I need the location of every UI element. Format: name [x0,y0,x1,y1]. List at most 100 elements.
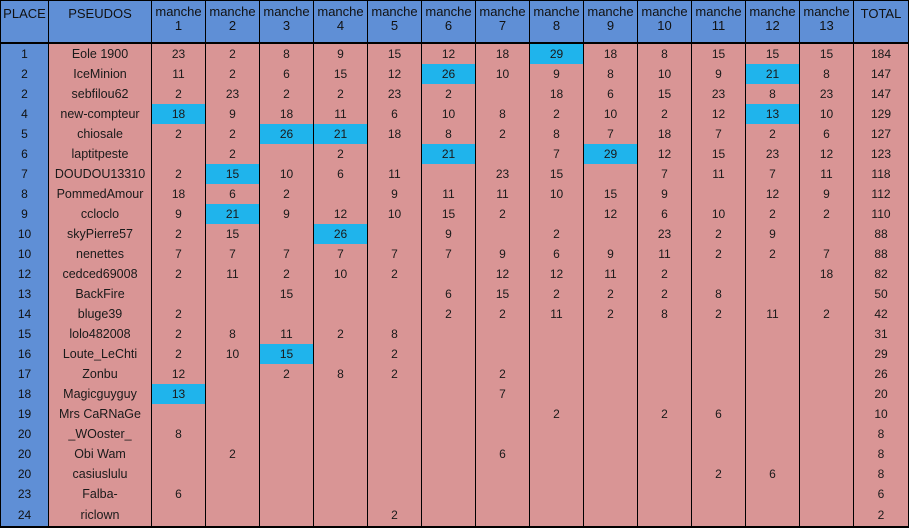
score-cell: 10 [314,264,367,284]
score-cell: 15 [584,184,637,204]
score-cell [584,464,637,484]
score-cell: 21 [314,124,367,144]
header-manche-label: manche [749,4,796,19]
total-cell: 184 [854,44,908,64]
score-cell: 23 [800,84,853,104]
total-cell: 82 [854,264,908,284]
pseudo-cell: Zonbu [49,364,151,384]
total-cell: 8 [854,464,908,484]
place-cell: 4 [1,104,48,124]
score-cell [314,424,367,444]
score-cell: 6 [260,64,313,84]
header-manche-number: 10 [657,18,672,33]
header-manche-number: 12 [765,18,780,33]
score-cell: 11 [746,304,799,324]
header-manche-10: manche 10 [638,1,691,42]
score-cell: 13 [152,384,205,404]
score-cell: 11 [152,64,205,84]
header-manche-number: 13 [819,18,834,33]
score-cell: 9 [584,244,637,264]
score-cell: 23 [152,44,205,64]
score-cell [584,344,637,364]
score-cell: 7 [152,244,205,264]
score-cell [530,444,583,464]
header-manche-label: manche [533,4,580,19]
score-cell: 2 [368,504,421,526]
score-cell: 11 [314,104,367,124]
score-cell [746,384,799,404]
score-cell [314,464,367,484]
score-cell: 12 [422,44,475,64]
score-cell [692,184,745,204]
score-cell: 23 [476,164,529,184]
total-cell: 20 [854,384,908,404]
header-manche-2: manche 2 [206,1,259,42]
score-cell: 7 [260,244,313,264]
score-cell: 18 [638,124,691,144]
pseudo-cell: chiosale [49,124,151,144]
score-cell [206,424,259,444]
score-cell: 8 [800,64,853,84]
score-cell: 15 [314,64,367,84]
score-cell: 8 [314,364,367,384]
score-cell: 15 [368,44,421,64]
score-cell [206,384,259,404]
score-cell: 18 [152,104,205,124]
score-cell: 11 [206,264,259,284]
score-cell: 7 [314,244,367,264]
score-cell [476,404,529,424]
score-cell [584,444,637,464]
header-manche-1: manche 1 [152,1,205,42]
score-cell: 2 [152,124,205,144]
score-cell [260,484,313,504]
score-cell: 21 [422,144,475,164]
header-manche-4: manche 4 [314,1,367,42]
score-cell [692,364,745,384]
score-cell [476,224,529,244]
score-cell: 6 [368,104,421,124]
score-cell: 6 [800,124,853,144]
score-cell [746,284,799,304]
pseudo-cell: laptitpeste [49,144,151,164]
score-cell [746,404,799,424]
header-manche-label: manche [317,4,364,19]
score-cell [476,84,529,104]
score-cell [314,444,367,464]
score-cell [422,464,475,484]
place-cell: 7 [1,164,48,184]
total-cell: 123 [854,144,908,164]
score-cell: 2 [152,84,205,104]
score-cell: 23 [692,84,745,104]
score-cell: 2 [530,104,583,124]
score-cell [476,144,529,164]
score-cell [314,184,367,204]
score-cell: 2 [746,244,799,264]
score-cell: 21 [746,64,799,84]
score-cell [800,484,853,504]
score-cell [800,364,853,384]
total-cell: 147 [854,84,908,104]
score-cell [692,384,745,404]
place-cell: 24 [1,504,48,526]
score-cell [422,264,475,284]
total-cell: 6 [854,484,908,504]
score-cell: 8 [476,104,529,124]
score-cell: 8 [206,324,259,344]
total-cell: 110 [854,204,908,224]
score-cell [476,484,529,504]
header-manche-5: manche 5 [368,1,421,42]
score-cell: 23 [206,84,259,104]
score-cell: 2 [692,224,745,244]
total-cell: 29 [854,344,908,364]
score-cell: 18 [476,44,529,64]
header-manche-number: 8 [552,18,561,33]
score-cell [692,504,745,526]
score-cell: 12 [476,264,529,284]
score-cell [530,324,583,344]
score-cell: 2 [422,304,475,324]
score-cell: 13 [746,104,799,124]
pseudo-cell: casiuslulu [49,464,151,484]
place-cell: 20 [1,424,48,444]
pseudo-cell: Falba- [49,484,151,504]
score-cell [368,144,421,164]
